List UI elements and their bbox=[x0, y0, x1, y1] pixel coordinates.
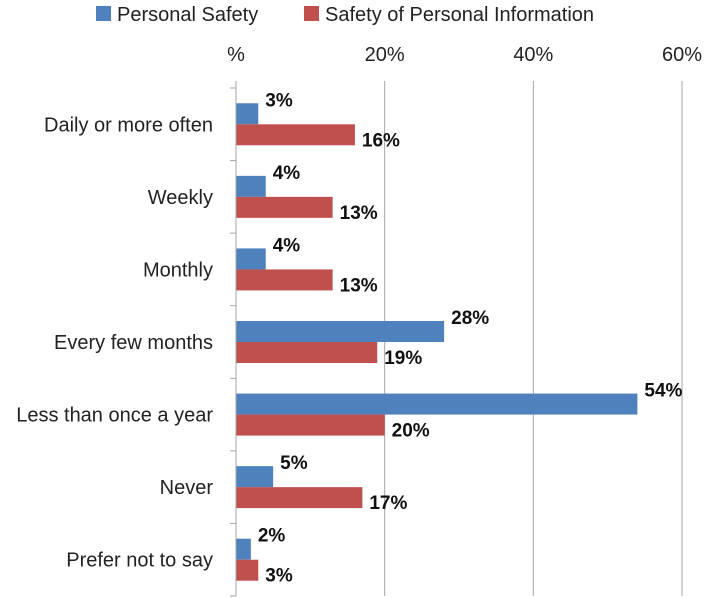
data-label-s0-c0: 3% bbox=[265, 90, 293, 111]
data-label-s1-c4: 20% bbox=[392, 421, 430, 442]
data-label-s0-c4: 54% bbox=[644, 381, 682, 402]
bar-s1-c6 bbox=[236, 559, 259, 581]
bar-s0-c4 bbox=[236, 393, 638, 415]
category-label-6: Prefer not to say bbox=[66, 550, 213, 572]
bar-s0-c5 bbox=[236, 466, 274, 488]
x-tick-label-2: 40% bbox=[513, 44, 553, 66]
bar-s0-c2 bbox=[236, 248, 266, 270]
data-label-s1-c6: 3% bbox=[265, 566, 293, 587]
bar-s1-c5 bbox=[236, 487, 363, 509]
data-label-s1-c1: 13% bbox=[340, 203, 378, 224]
category-label-2: Monthly bbox=[143, 259, 213, 281]
legend-swatch-1 bbox=[304, 6, 319, 21]
data-label-s0-c3: 28% bbox=[451, 308, 489, 329]
bar-s1-c4 bbox=[236, 414, 385, 436]
category-label-0: Daily or more often bbox=[44, 114, 213, 136]
legend: Personal Safety Safety of Personal Inform… bbox=[96, 4, 594, 26]
x-tick-label-0: % bbox=[227, 44, 245, 66]
bars bbox=[236, 103, 638, 581]
bar-s1-c1 bbox=[236, 196, 333, 218]
data-label-s1-c5: 17% bbox=[369, 493, 407, 514]
category-label-5: Never bbox=[160, 477, 214, 499]
data-label-s0-c2: 4% bbox=[273, 235, 301, 256]
bar-s0-c1 bbox=[236, 175, 266, 197]
category-label-4: Less than once a year bbox=[16, 405, 213, 427]
category-label-3: Every few months bbox=[54, 332, 213, 354]
bar-s0-c3 bbox=[236, 321, 445, 342]
bar-s1-c0 bbox=[236, 124, 355, 146]
bar-s1-c3 bbox=[236, 342, 378, 363]
legend-label-0: Personal Safety bbox=[117, 4, 258, 26]
data-label-s1-c3: 19% bbox=[384, 348, 422, 369]
bar-s0-c0 bbox=[236, 103, 259, 125]
data-label-s0-c5: 5% bbox=[280, 453, 308, 474]
bar-s0-c6 bbox=[236, 538, 251, 560]
x-tick-label-1: 20% bbox=[365, 44, 405, 66]
category-labels: Daily or more often Weekly Monthly Every fe… bbox=[16, 87, 236, 597]
legend-label-1: Safety of Personal Information bbox=[325, 4, 594, 26]
data-label-s1-c2: 13% bbox=[340, 275, 378, 296]
data-label-s0-c6: 2% bbox=[258, 526, 286, 547]
data-label-s1-c0: 16% bbox=[362, 130, 400, 151]
bar-s1-c2 bbox=[236, 269, 333, 291]
x-tick-label-3: 60% bbox=[662, 44, 702, 66]
category-label-1: Weekly bbox=[148, 187, 213, 209]
x-axis-ticks: % 20% 40% 60% bbox=[227, 44, 702, 88]
legend-swatch-0 bbox=[96, 6, 111, 21]
data-label-s0-c1: 4% bbox=[273, 163, 301, 184]
data-labels: 3% 16% 4% 13% 4% 13% 28% 19% 54% 20% 5% 17% 2% 3% bbox=[258, 90, 683, 586]
